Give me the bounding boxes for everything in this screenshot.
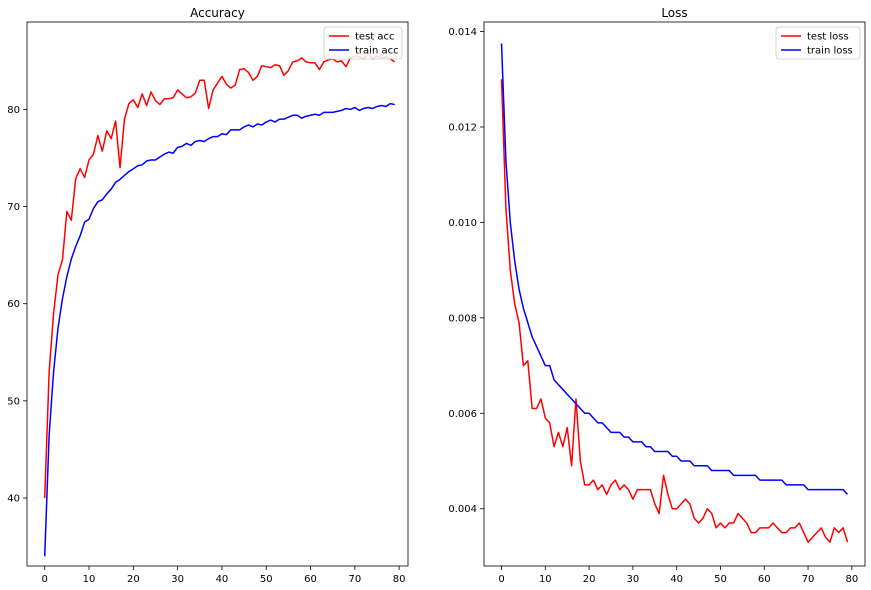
x-tick-label: 10 bbox=[539, 574, 552, 585]
series-line-train-loss bbox=[500, 43, 849, 495]
x-tick-label: 70 bbox=[802, 574, 815, 585]
x-tick-label: 30 bbox=[171, 574, 184, 585]
chart-title: Accuracy bbox=[190, 6, 245, 20]
x-tick-label: 20 bbox=[583, 574, 596, 585]
y-tick-label: 0.012 bbox=[448, 122, 477, 133]
x-tick-label: 0 bbox=[42, 574, 48, 585]
chart-title: Loss bbox=[661, 6, 687, 20]
y-tick-label: 50 bbox=[7, 396, 20, 407]
x-tick-label: 30 bbox=[627, 574, 640, 585]
loss-chart: Loss 0 10 20 30 40 50 60 70 80 0.004 0.006 0.008 0.01… bbox=[448, 6, 866, 585]
y-tick-label: 70 bbox=[7, 202, 20, 213]
x-tick-label: 40 bbox=[670, 574, 683, 585]
x-tick-label: 50 bbox=[260, 574, 273, 585]
x-tick-label: 0 bbox=[498, 574, 504, 585]
series-line-test-acc bbox=[43, 52, 396, 499]
y-tick-label: 0.010 bbox=[448, 218, 477, 229]
legend-label: test loss bbox=[807, 32, 849, 43]
y-tick-label: 0.004 bbox=[448, 504, 477, 515]
x-tick-label: 20 bbox=[127, 574, 140, 585]
x-tick-label: 60 bbox=[304, 574, 317, 585]
x-tick-label: 80 bbox=[845, 574, 858, 585]
x-tick-label: 70 bbox=[348, 574, 361, 585]
x-tick-label: 40 bbox=[216, 574, 229, 585]
y-tick-label: 60 bbox=[7, 299, 20, 310]
legend-box bbox=[323, 26, 403, 60]
legend-box bbox=[775, 26, 861, 60]
plot-area bbox=[26, 21, 409, 567]
y-tick-label: 0.014 bbox=[448, 27, 477, 38]
series-line-test-loss bbox=[500, 79, 849, 543]
legend: test acc train acc bbox=[323, 26, 403, 60]
x-tick-label: 50 bbox=[714, 574, 727, 585]
y-tick-label: 0.008 bbox=[448, 313, 477, 324]
legend-label: train acc bbox=[355, 46, 399, 57]
y-tick-label: 0.006 bbox=[448, 409, 477, 420]
x-tick-label: 60 bbox=[758, 574, 771, 585]
x-tick-label: 80 bbox=[393, 574, 406, 585]
y-tick-label: 80 bbox=[7, 105, 20, 116]
legend-label: train loss bbox=[807, 46, 853, 57]
series-line-train-acc bbox=[43, 102, 395, 557]
legend-label: test acc bbox=[355, 32, 395, 43]
accuracy-chart: Accuracy 0 10 20 30 40 50 60 70 80 40 50 60 70 80 test … bbox=[7, 6, 409, 585]
y-tick-label: 40 bbox=[7, 494, 20, 505]
legend: test loss train loss bbox=[775, 26, 861, 60]
x-tick-label: 10 bbox=[83, 574, 96, 585]
plot-area bbox=[483, 21, 866, 567]
